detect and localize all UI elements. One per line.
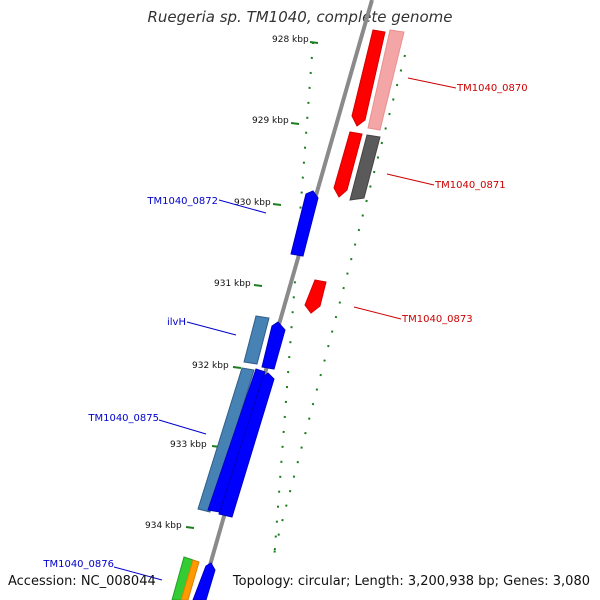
tick-label: 930 kbp [234,198,271,208]
tick-label: 932 kbp [192,361,229,371]
callout-line [407,77,457,89]
gene-arrow-tm1040-0875-cds[interactable] [197,367,255,513]
gene-arrow-tm1040-0873[interactable] [304,279,327,314]
tick-mark [290,122,300,125]
callout-line [158,419,207,435]
tick-label: 931 kbp [214,279,251,289]
callout-line [113,566,163,581]
gene-arrow-tm1040-0875b[interactable] [218,372,275,518]
callout-line [186,321,237,336]
gene-label-tm1040-0871[interactable]: TM1040_0871 [434,180,506,191]
outer-tick-track [271,54,406,561]
gene-label-tm1040-0870[interactable]: TM1040_0870 [456,83,528,94]
gene-label-tm1040-0876[interactable]: TM1040_0876 [42,559,114,570]
tick-label: 933 kbp [170,440,207,450]
gene-arrow-orange[interactable] [180,559,200,600]
gene-arrow-tm1040-0870[interactable] [351,29,386,127]
gene-arrow-tm1040-0871[interactable] [333,131,363,198]
callout-line [218,199,267,214]
gene-label-tm1040-0873[interactable]: TM1040_0873 [401,314,473,325]
gene-arrow-tm1040-0871-cds[interactable] [349,134,381,201]
gene-arrow-tm1040-0872[interactable] [290,190,319,257]
gene-arrow-tm1040-0876[interactable] [192,562,216,600]
tick-mark [253,284,263,287]
gene-label-tm1040-0875[interactable]: TM1040_0875 [87,413,159,424]
tick-mark [185,526,195,529]
gene-label-tm1040-0872[interactable]: TM1040_0872 [146,196,218,207]
tick-label: 929 kbp [252,116,289,126]
tick-label: 928 kbp [272,35,309,45]
tick-mark [232,366,242,369]
gene-arrow-tm1040-0870-cds[interactable] [367,29,405,131]
tick-mark [309,41,319,44]
tick-label: 934 kbp [145,521,182,531]
map-title: Ruegeria sp. TM1040, complete genome [147,8,453,26]
accession-text: Accession: NC_008044 [8,574,156,589]
gene-label-ilvh[interactable]: ilvH [167,317,186,328]
callout-line [386,173,435,186]
callout-line [353,306,402,320]
gene-arrow-ilvh-cds[interactable] [243,315,270,365]
gene-arrow-tm1040-0876-rna[interactable] [171,556,194,600]
genome-summary-text: Topology: circular; Length: 3,200,938 bp… [232,574,590,589]
gene-arrow-ilvh[interactable] [261,321,286,370]
tick-mark [272,203,282,206]
